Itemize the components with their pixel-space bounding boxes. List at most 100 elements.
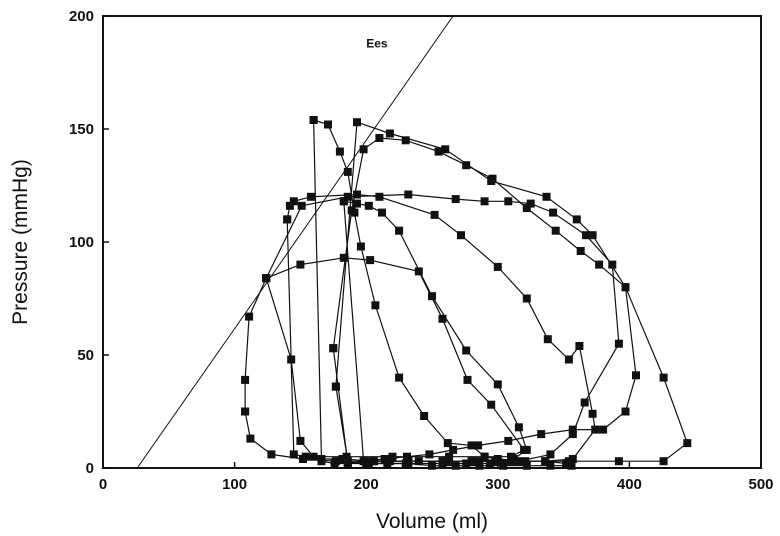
data-point [285,201,294,210]
data-point [595,260,604,269]
data-point [241,407,250,416]
series-line [313,119,572,467]
data-point [296,260,305,269]
series-5 [309,116,576,470]
data-point [324,120,332,129]
data-point [301,452,310,461]
data-point [267,450,276,459]
data-point [549,208,558,217]
data-point [335,147,344,156]
data-point [543,335,552,344]
data-point [428,461,436,470]
data-point [428,292,436,301]
data-point [475,461,484,470]
ticks-layer: 0 100 200 300 400 500 0 50 100 150 200 [69,8,774,493]
y-tick-label: 150 [69,121,94,138]
data-point [289,197,298,206]
data-point [395,226,404,235]
series-line [265,257,525,458]
data-point [504,436,513,445]
data-point [404,190,413,199]
data-point [347,206,356,215]
data-point [364,201,373,210]
y-tick-label: 50 [77,347,94,364]
data-point [514,423,523,432]
data-point [542,192,551,201]
data-point [537,430,546,439]
data-point [385,129,394,138]
data-point [546,461,555,470]
data-point [359,145,368,154]
data-point [462,459,471,468]
data-point [366,256,375,265]
data-point [467,457,476,466]
data-point [588,409,597,418]
data-point [522,294,531,303]
x-tick-label: 100 [222,476,247,493]
x-tick-label: 200 [354,476,379,493]
data-point [509,457,518,466]
series-7 [331,118,692,466]
x-tick-label: 0 [99,476,107,493]
data-point [339,197,348,206]
data-point [438,457,447,466]
data-point [522,445,531,454]
data-point [463,375,472,384]
plot-frame [102,15,762,469]
data-point [443,439,452,448]
data-point [564,355,573,364]
data-point [309,116,318,124]
data-point [451,461,460,470]
data-point [582,231,590,240]
data-point [404,457,413,466]
data-point [487,177,496,185]
data-point [493,455,502,463]
data-point [522,204,531,213]
series-line [343,200,528,462]
data-point [575,342,584,350]
data-point [621,283,630,292]
data-point [309,452,318,461]
x-tick-label: 300 [485,476,510,493]
y-tick-label: 100 [69,234,94,251]
x-tick-label: 500 [748,476,773,493]
data-point [474,441,483,450]
series-line [335,121,689,462]
data-point [296,436,305,445]
data-point [614,457,623,466]
data-point [353,199,361,208]
data-point [659,373,668,382]
data-point [451,195,460,204]
data-point [356,242,365,251]
data-point [306,192,315,201]
ees-annotation: Ees [366,37,388,51]
data-point [371,301,380,310]
data-point [375,134,384,142]
data-point [485,459,494,468]
data-point [343,457,352,466]
data-point [388,452,397,461]
data-point [395,373,404,382]
data-point [659,457,668,466]
data-point [462,346,471,355]
data-point [499,461,508,470]
data-point [434,147,443,156]
data-point [289,450,298,459]
data-point [599,425,608,434]
data-point [353,190,361,199]
data-point [568,425,577,434]
data-point [441,145,450,154]
data-point [287,355,296,364]
data-point [262,274,271,283]
data-point [526,199,535,208]
y-axis-title: Pressure (mmHg) [9,159,32,325]
data-point [401,136,410,145]
ees-line [136,16,454,468]
y-tick-label: 200 [69,8,94,25]
data-point [487,400,496,409]
data-point [331,382,340,391]
data-point [246,434,255,443]
data-point [462,161,471,170]
data-point [493,262,502,271]
